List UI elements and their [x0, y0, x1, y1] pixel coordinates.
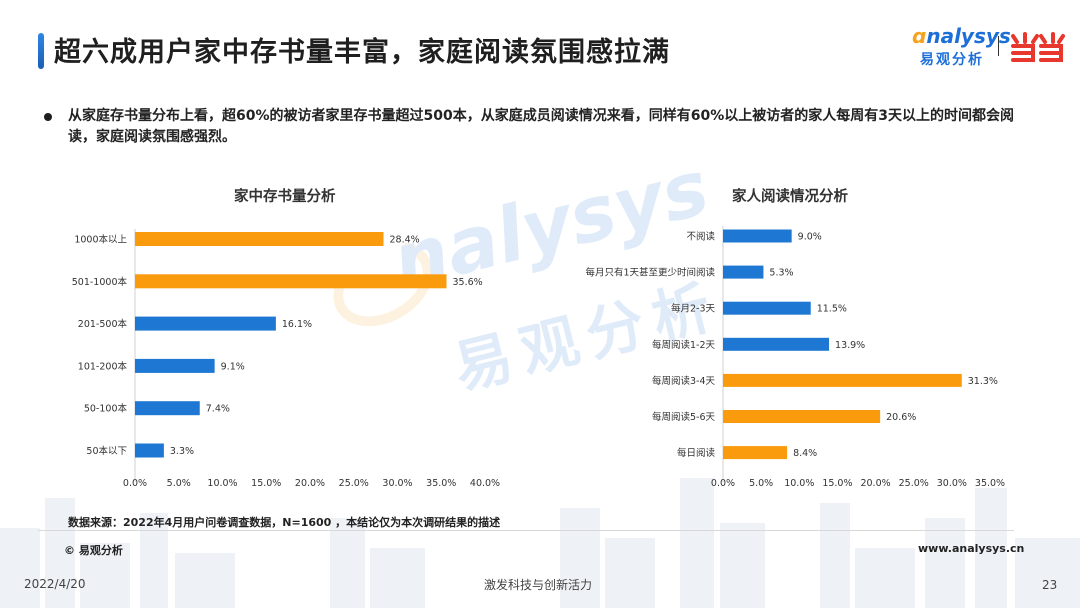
- chart-0-bar: [135, 274, 447, 289]
- chart-0-x-tick-label: 10.0%: [207, 478, 237, 489]
- chart-1-bar: [723, 446, 788, 460]
- right-chart-title: 家人阅读情况分析: [732, 189, 848, 205]
- chart-0-value-label: 3.3%: [170, 446, 194, 457]
- chart-0-category-label: 1000本以上: [74, 234, 127, 246]
- chart-0-category-label: 50本以下: [86, 445, 127, 457]
- chart-1-x-tick-label: 5.0%: [749, 478, 773, 489]
- chart-1-value-label: 9.0%: [798, 232, 822, 243]
- dangdang-logo-icon: [1011, 32, 1065, 62]
- chart-0-category-label: 201-500本: [78, 318, 128, 330]
- chart-0-bar: [135, 358, 215, 373]
- chart-1-value-label: 20.6%: [886, 412, 916, 423]
- chart-1-category-label: 每日阅读: [677, 447, 716, 459]
- logo-wordmark: nalysys: [926, 24, 1011, 48]
- chart-0-value-label: 35.6%: [453, 277, 483, 288]
- footer-slogan: 激发科技与创新活力: [484, 578, 593, 592]
- chart-1-bar: [723, 229, 792, 243]
- chart-0-value-label: 28.4%: [390, 235, 420, 246]
- title-accent-bar: [38, 33, 44, 69]
- chart-0-x-tick-label: 35.0%: [426, 478, 456, 489]
- chart-1-bar: [723, 373, 962, 387]
- footer-date: 2022/4/20: [24, 577, 86, 591]
- chart-1-value-label: 11.5%: [817, 304, 847, 315]
- page-number: 23: [1042, 578, 1058, 592]
- chart-1-value-label: 13.9%: [835, 340, 865, 351]
- data-source-note: 数据来源：2022年4月用户问卷调查数据，N=1600 ，本结论仅为本次调研结果…: [68, 516, 501, 529]
- chart-0-bar: [135, 401, 200, 416]
- chart-0-bar: [135, 316, 276, 331]
- chart-1-x-tick-label: 15.0%: [822, 478, 852, 489]
- summary-text: 从家庭存书量分布上看，超60%的被访者家里存书量超过500本，从家庭成员阅读情况…: [68, 108, 1014, 145]
- bullet-icon: [44, 113, 52, 121]
- chart-0-value-label: 7.4%: [206, 404, 230, 415]
- chart-1-value-label: 5.3%: [769, 268, 793, 279]
- chart-1-bar: [723, 265, 764, 279]
- chart-1-bar: [723, 301, 811, 315]
- chart-1-category-label: 每月只有1天甚至更少时间阅读: [585, 267, 715, 279]
- chart-1-x-tick-label: 30.0%: [937, 478, 967, 489]
- chart-1-x-tick-label: 20.0%: [860, 478, 890, 489]
- chart-0-category-label: 501-1000本: [72, 276, 128, 288]
- analysys-logo: ɑnalysys 易观分析: [900, 22, 1070, 74]
- chart-0-x-tick-label: 25.0%: [339, 478, 369, 489]
- chart-0-x-tick-label: 20.0%: [295, 478, 325, 489]
- chart-1-category-label: 每月2-3天: [671, 303, 716, 315]
- chart-1-bar: [723, 410, 881, 423]
- chart-0-x-tick-label: 40.0%: [470, 478, 500, 489]
- logo-chinese-name: 易观分析: [920, 52, 984, 68]
- website-link[interactable]: www.analysys.cn: [918, 542, 1025, 555]
- chart-0-value-label: 16.1%: [282, 319, 312, 330]
- chart-1-category-label: 每周阅读5-6天: [652, 411, 716, 423]
- chart-1-value-label: 8.4%: [793, 448, 817, 459]
- page-title: 超六成用户家中存书量丰富，家庭阅读氛围感拉满: [54, 37, 670, 68]
- chart-1-x-tick-label: 0.0%: [711, 478, 735, 489]
- chart-0-x-tick-label: 5.0%: [167, 478, 191, 489]
- chart-1-x-tick-label: 35.0%: [975, 478, 1005, 489]
- chart-1-x-tick-label: 25.0%: [899, 478, 929, 489]
- chart-0-x-tick-label: 15.0%: [251, 478, 281, 489]
- skyline-background: [0, 478, 1080, 608]
- left-chart-title: 家中存书量分析: [234, 189, 336, 205]
- chart-1-category-label: 每周阅读3-4天: [652, 375, 716, 387]
- chart-1-category-label: 每周阅读1-2天: [652, 339, 716, 351]
- chart-1-category-label: 不阅读: [686, 231, 715, 243]
- footer-divider: [38, 530, 1014, 531]
- chart-0-bar: [135, 232, 384, 246]
- chart-0-value-label: 9.1%: [221, 361, 245, 372]
- chart-1-value-label: 31.3%: [968, 376, 998, 387]
- chart-0-category-label: 101-200本: [78, 360, 128, 372]
- logo-divider: [998, 36, 999, 56]
- chart-1-x-tick-label: 10.0%: [784, 478, 814, 489]
- copyright-text: © 易观分析: [64, 544, 123, 557]
- logo-swoosh-icon: ɑ: [912, 24, 927, 48]
- chart-0-bar: [135, 443, 164, 458]
- chart-0-category-label: 50-100本: [84, 403, 128, 415]
- chart-1-bar: [723, 337, 830, 351]
- chart-0-x-tick-label: 30.0%: [382, 478, 412, 489]
- chart-0-x-tick-label: 0.0%: [123, 478, 147, 489]
